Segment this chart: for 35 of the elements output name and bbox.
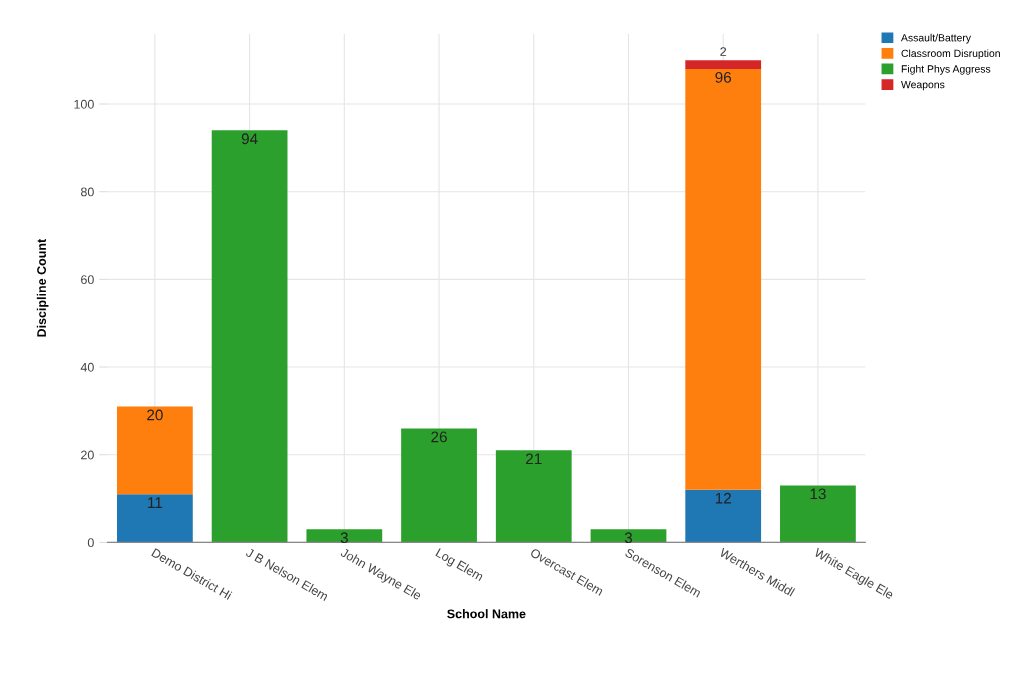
y-tick-label: 20 — [81, 450, 94, 460]
data-label: 20 — [147, 409, 163, 421]
data-label: 2 — [720, 47, 727, 56]
x-axis-title: School Name — [447, 609, 526, 619]
data-label: 3 — [624, 532, 633, 544]
bar — [306, 529, 383, 543]
bar — [116, 494, 193, 543]
bar — [116, 406, 193, 495]
bar — [685, 68, 762, 490]
data-label: 13 — [810, 488, 826, 500]
data-label: 96 — [715, 72, 732, 83]
data-label: 12 — [715, 492, 731, 504]
data-label: 11 — [148, 497, 163, 508]
y-tick-label: 40 — [80, 362, 94, 372]
bar — [211, 130, 288, 543]
y-axis-title: Discipline Count — [36, 238, 49, 337]
legend-label: Fight Phys Aggress — [901, 64, 991, 75]
y-tick-label: 0 — [87, 538, 94, 548]
data-label: 3 — [340, 532, 348, 544]
legend-label: Weapons — [901, 80, 945, 91]
y-tick-label: 80 — [80, 187, 94, 197]
bar — [590, 529, 667, 543]
bar — [495, 450, 572, 543]
x-tick-label: Log Elem — [434, 547, 485, 584]
legend-label: Classroom Disruption — [901, 49, 1000, 60]
bar — [401, 428, 477, 543]
bar — [780, 485, 856, 543]
bar — [685, 60, 762, 69]
legend-label: Assault/Battery — [901, 33, 972, 44]
y-tick-label: 100 — [74, 99, 94, 109]
y-tick-label: 60 — [81, 275, 94, 285]
data-label: 21 — [526, 453, 542, 465]
data-label: 26 — [431, 431, 447, 443]
data-label: 94 — [241, 133, 258, 145]
bar — [685, 489, 762, 543]
